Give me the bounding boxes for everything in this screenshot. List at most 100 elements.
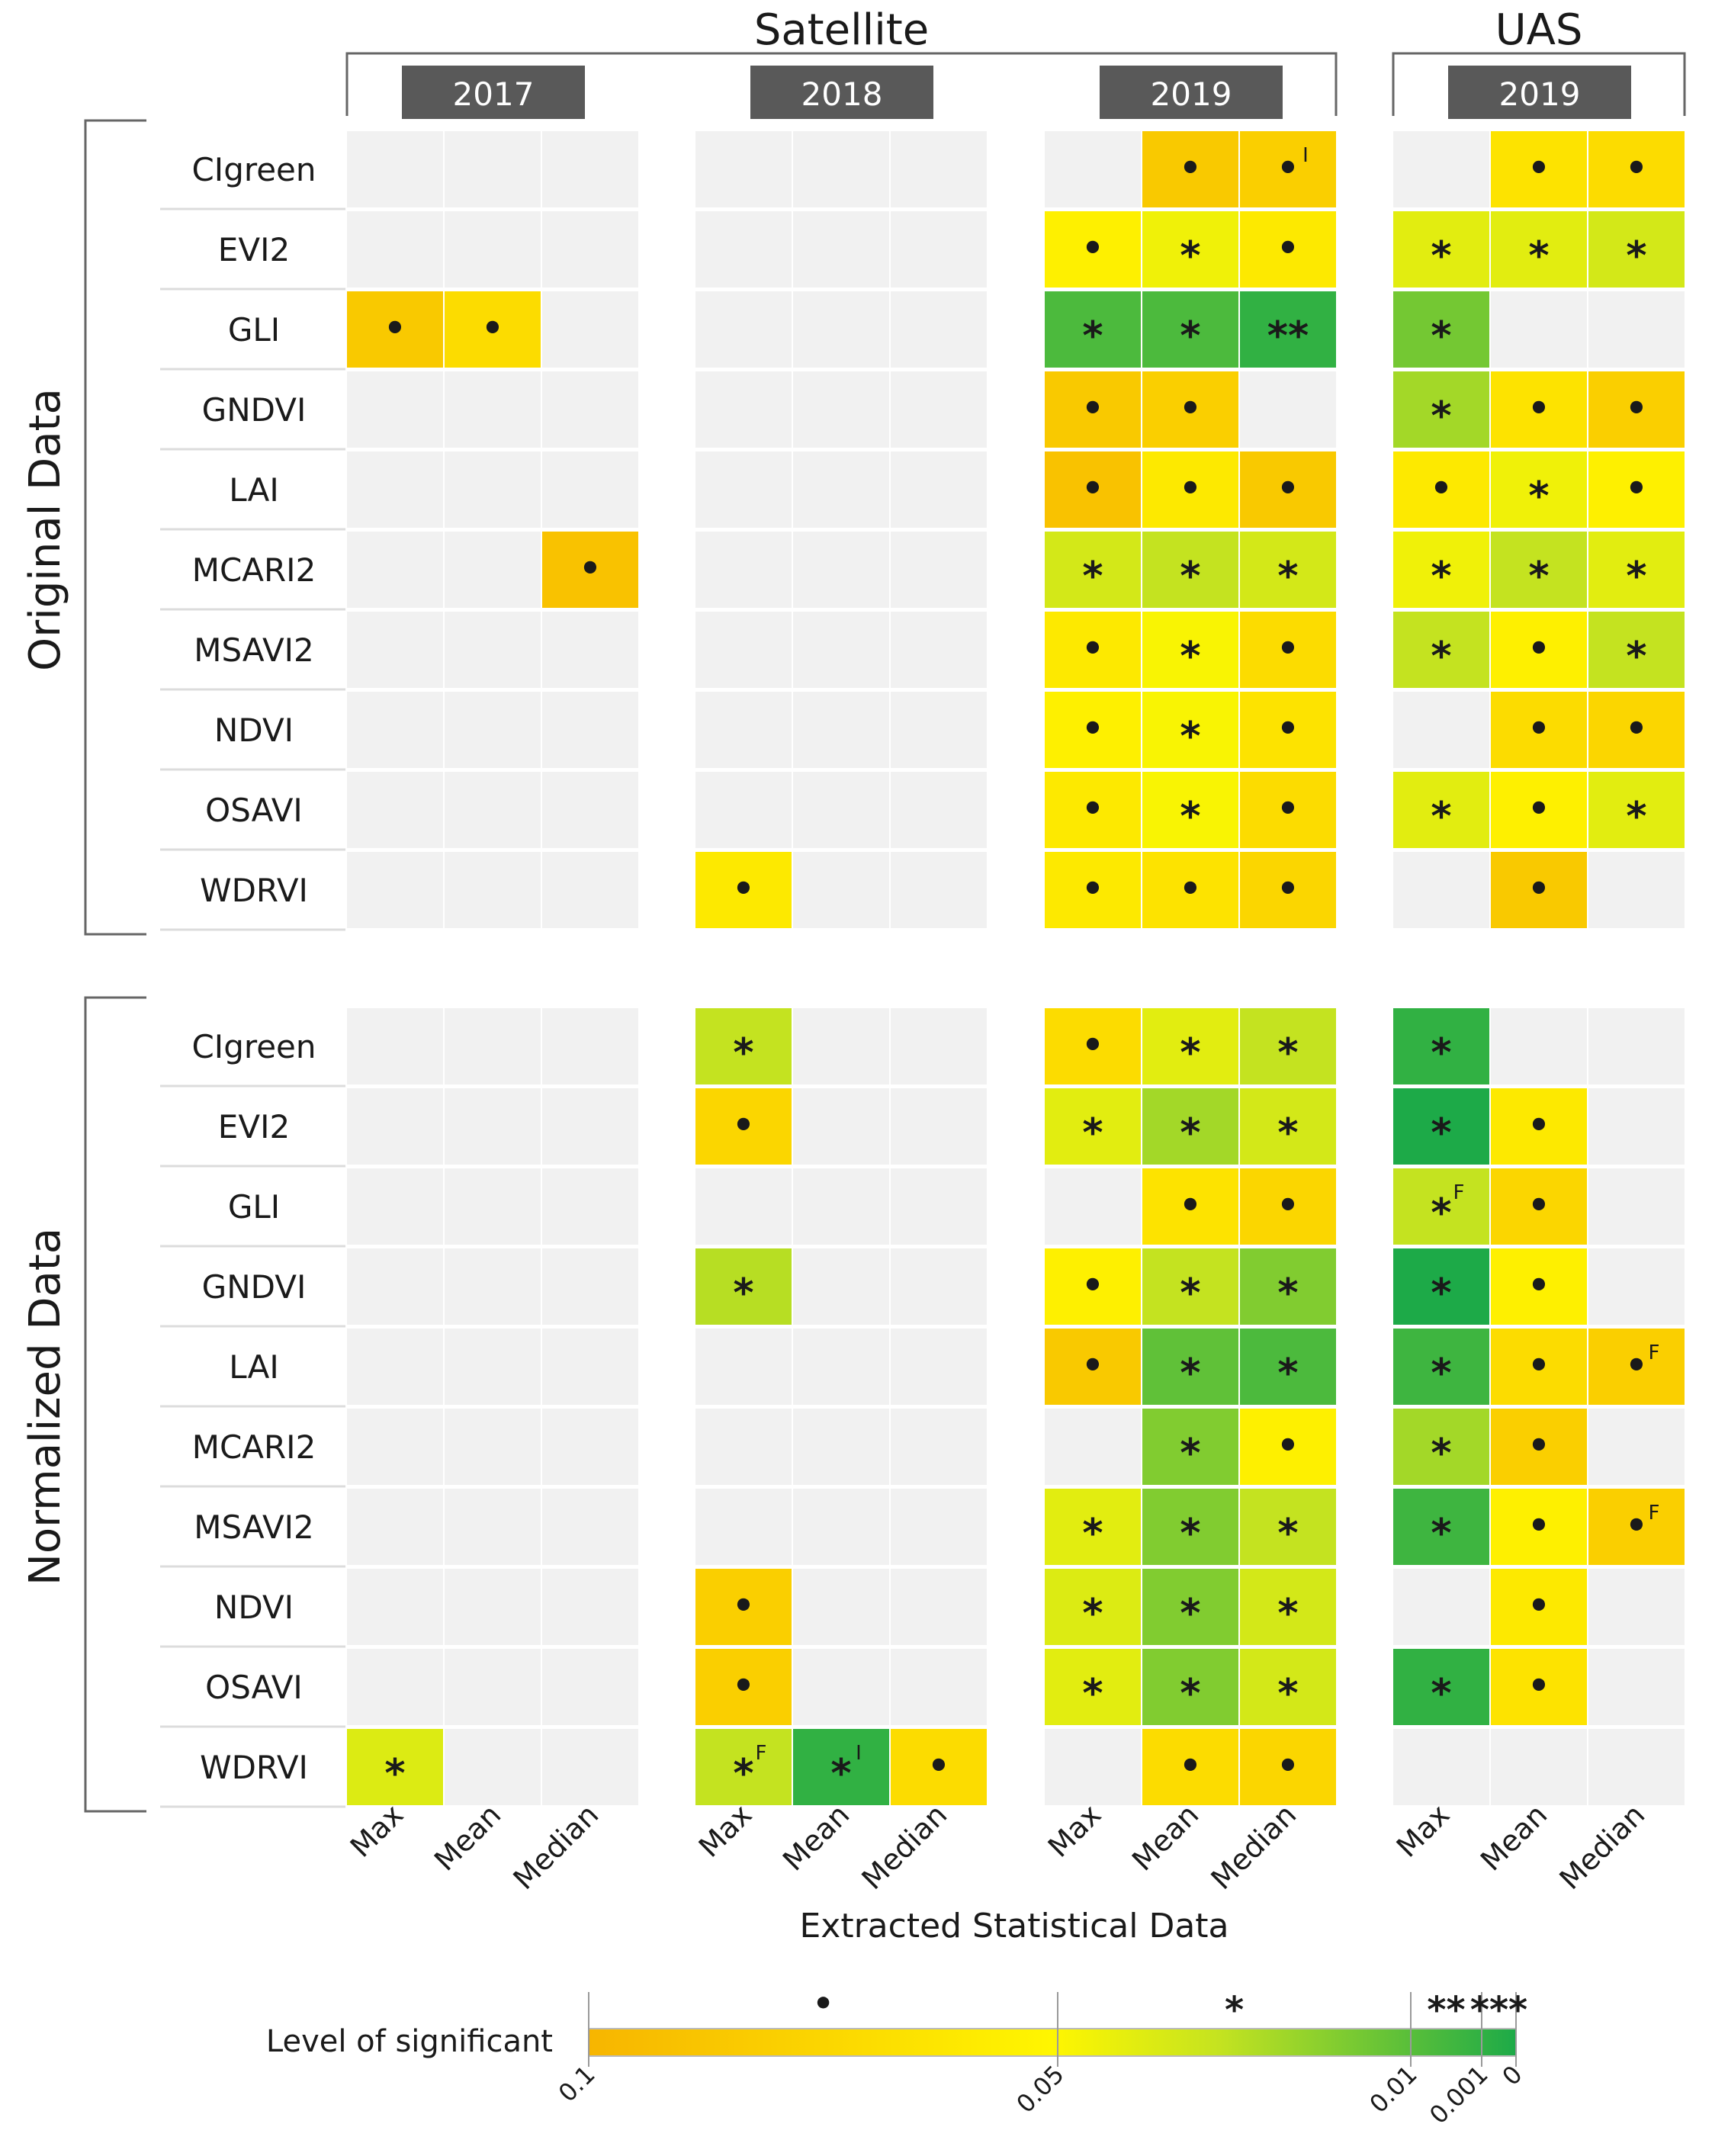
legend-band-symbol: ** <box>1427 1989 1465 2032</box>
legend-band-symbol: * <box>1225 1989 1244 2032</box>
cell-normalized-data-msavi2-g1-median <box>891 1489 987 1565</box>
significance-symbol: • <box>384 307 406 349</box>
cell-original-data-lai-g1-mean <box>793 451 889 528</box>
cell-original-data-ndvi-g1-median <box>891 692 987 768</box>
x-tick-mean: Mean <box>1126 1798 1205 1877</box>
cell-original-data-gndvi-g0-median <box>542 371 638 448</box>
cell-original-data-ndvi-g0-median <box>542 692 638 768</box>
row-label-original-data-cigreen: CIgreen <box>191 151 316 188</box>
significance-symbol: * <box>1082 1591 1103 1637</box>
significance-symbol: • <box>1527 788 1550 829</box>
significance-symbol: * <box>1277 1511 1298 1557</box>
cell-normalized-data-gli-g2-max <box>1045 1168 1141 1245</box>
cell-original-data-gli-g1-median <box>891 291 987 368</box>
cell-original-data-mcari2-g0-median <box>542 532 638 608</box>
cell-original-data-lai-g3-mean <box>1491 451 1587 528</box>
cell-normalized-data-evi2-g1-median <box>891 1088 987 1165</box>
cell-original-data-lai-g3-max <box>1393 451 1489 528</box>
year-box-satellite-2019 <box>1100 66 1283 119</box>
cell-original-data-gli-g2-mean <box>1142 291 1238 368</box>
significance-symbol: * <box>1277 1271 1298 1316</box>
significance-symbol: • <box>1277 1184 1299 1226</box>
significance-symbol: • <box>1277 1745 1299 1786</box>
cell-normalized-data-lai-g2-median <box>1240 1329 1336 1405</box>
cell-normalized-data-wdrvi-g2-median <box>1240 1729 1336 1805</box>
legend-tick-label: 0.01 <box>1363 2060 1422 2119</box>
cell-normalized-data-osavi-g1-mean <box>793 1649 889 1725</box>
significance-symbol: • <box>1081 1024 1103 1065</box>
cell-original-data-mcari2-g0-max <box>347 532 443 608</box>
significance-symbol: • <box>1081 868 1103 909</box>
significance-symbol: * <box>1626 554 1646 599</box>
cell-original-data-wdrvi-g0-median <box>542 852 638 928</box>
cell-normalized-data-msavi2-g2-median <box>1240 1489 1336 1565</box>
cell-normalized-data-lai-g2-max <box>1045 1329 1141 1405</box>
x-tick-median: Median <box>856 1798 954 1896</box>
cell-original-data-gndvi-g1-max <box>695 371 792 448</box>
group-brackets: Original Data Normalized Data <box>21 119 146 1813</box>
row-label-normalized-data-msavi2: MSAVI2 <box>194 1509 314 1546</box>
cell-original-data-wdrvi-g1-mean <box>793 852 889 928</box>
significance-symbol: • <box>1430 468 1452 509</box>
cell-normalized-data-osavi-g0-median <box>542 1649 638 1725</box>
cell-original-data-cigreen-g2-mean <box>1142 131 1238 207</box>
cell-original-data-ndvi-g0-mean <box>445 692 541 768</box>
cell-normalized-data-lai-g1-median <box>891 1329 987 1405</box>
row-label-original-data-msavi2: MSAVI2 <box>194 631 314 669</box>
cell-original-data-osavi-g1-max <box>695 772 792 848</box>
cell-normalized-data-evi2-g1-max <box>695 1088 792 1165</box>
significance-symbol: • <box>1625 708 1647 749</box>
significance-symbol: * <box>733 1751 753 1797</box>
cell-normalized-data-ndvi-g0-mean <box>445 1569 541 1645</box>
row-labels: CIgreen EVI2 GLI GNDVI LAI MCARI2 MSAVI2 NDVI OS… <box>160 151 345 1808</box>
significance-symbol: * <box>1528 233 1549 279</box>
cell-normalized-data-wdrvi-g3-mean <box>1491 1729 1587 1805</box>
significance-symbol: * <box>1180 1591 1200 1637</box>
cell-normalized-data-gndvi-g2-median <box>1240 1248 1336 1325</box>
cell-normalized-data-gndvi-g2-max <box>1045 1248 1141 1325</box>
cell-normalized-data-mcari2-g1-median <box>891 1409 987 1485</box>
significance-symbol: • <box>1527 1184 1550 1226</box>
cell-original-data-gli-g2-median <box>1240 291 1336 368</box>
x-tick-mean: Mean <box>776 1798 856 1877</box>
panel-title-original-data: Original Data <box>21 388 70 671</box>
significance-symbol: * <box>1082 1110 1103 1156</box>
cell-normalized-data-gli-g2-median <box>1240 1168 1336 1245</box>
cell-normalized-data-wdrvi-g1-median <box>891 1729 987 1805</box>
significance-symbol: * <box>1082 313 1103 359</box>
cell-normalized-data-gli-g3-mean <box>1491 1168 1587 1245</box>
cell-original-data-gli-g3-max <box>1393 291 1489 368</box>
cell-normalized-data-osavi-g0-max <box>347 1649 443 1725</box>
year-box-satellite-2018 <box>750 66 933 119</box>
row-label-original-data-evi2: EVI2 <box>218 231 290 268</box>
cell-normalized-data-evi2-g1-mean <box>793 1088 889 1165</box>
x-tick-max: Max <box>1390 1798 1457 1864</box>
cell-original-data-wdrvi-g1-median <box>891 852 987 928</box>
significance-symbol: * <box>1431 634 1451 680</box>
cell-original-data-gli-g1-max <box>695 291 792 368</box>
cell-normalized-data-cigreen-g3-median <box>1588 1008 1685 1084</box>
cell-original-data-gndvi-g3-max <box>1393 371 1489 448</box>
cell-original-data-gndvi-g1-mean <box>793 371 889 448</box>
cell-original-data-lai-g0-mean <box>445 451 541 528</box>
significance-symbol: * <box>830 1751 851 1797</box>
cell-normalized-data-mcari2-g3-mean <box>1491 1409 1587 1485</box>
cell-normalized-data-wdrvi-g1-mean <box>793 1729 889 1805</box>
cell-normalized-data-osavi-g1-median <box>891 1649 987 1725</box>
cell-original-data-ndvi-g2-mean <box>1142 692 1238 768</box>
significance-symbol: • <box>1625 1505 1647 1546</box>
significance-symbol: • <box>1527 1264 1550 1306</box>
legend-color-bar <box>588 2028 1517 2057</box>
cell-normalized-data-osavi-g0-mean <box>445 1649 541 1725</box>
significance-symbol: • <box>1081 387 1103 429</box>
cell-original-data-mcari2-g2-max <box>1045 532 1141 608</box>
cell-normalized-data-evi2-g0-mean <box>445 1088 541 1165</box>
cell-normalized-data-mcari2-g2-median <box>1240 1409 1336 1485</box>
year-label-uas-2019: 2019 <box>1499 76 1581 113</box>
significance-symbol: • <box>1081 628 1103 669</box>
row-label-original-data-gli: GLI <box>228 311 280 349</box>
cell-normalized-data-mcari2-g2-max <box>1045 1409 1141 1485</box>
cell-original-data-evi2-g0-median <box>542 211 638 288</box>
significance-symbol: • <box>1179 868 1201 909</box>
cell-original-data-msavi2-g2-max <box>1045 612 1141 688</box>
